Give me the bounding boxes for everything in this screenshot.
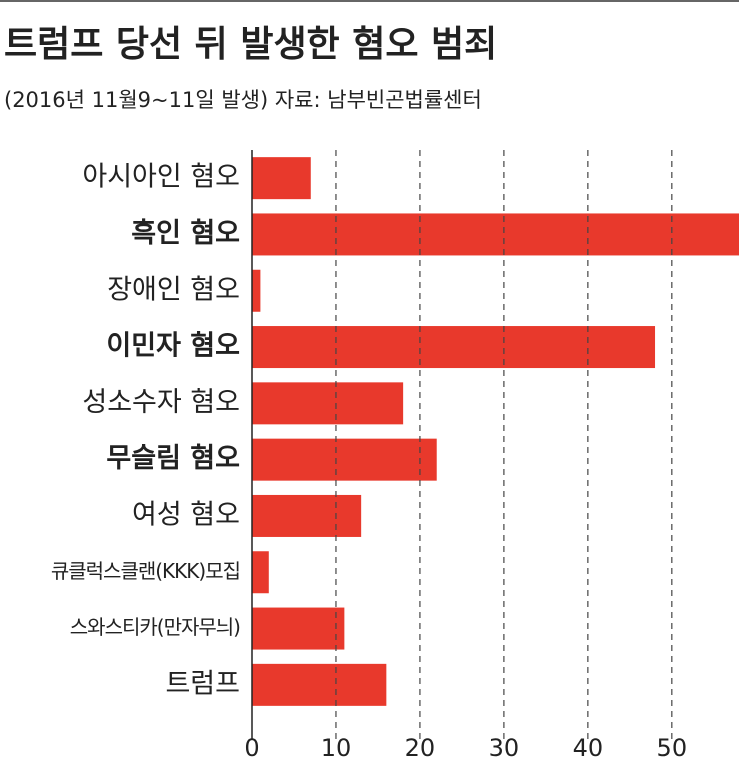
x-tick-label: 40 (573, 734, 604, 762)
y-tick-label: 아시아인 혐오 (82, 162, 240, 193)
x-tick-label: 50 (657, 734, 688, 762)
bar (252, 551, 269, 594)
bar (252, 494, 362, 537)
y-tick-label: 무슬림 혐오 (106, 443, 240, 474)
chart-subtitle: (2016년 11월9~11일 발생) 자료: 남부빈곤법률센터 (4, 88, 482, 112)
bar (252, 382, 404, 425)
chart-title: 트럼프 당선 뒤 발생한 혐오 범죄 (4, 24, 497, 65)
y-tick-label: 성소수자 혐오 (82, 387, 240, 418)
bar (252, 607, 345, 650)
y-tick-label: 여성 혐오 (132, 499, 240, 530)
bar (252, 157, 311, 200)
x-tick-label: 30 (489, 734, 520, 762)
y-tick-label: 큐클럭스클랜(KKK)모집 (51, 559, 240, 583)
y-tick-label: 트럼프 (165, 668, 240, 699)
x-tick-label: 10 (321, 734, 352, 762)
bar (252, 663, 387, 706)
y-tick-label: 흑인 혐오 (131, 218, 240, 249)
bar (252, 326, 656, 369)
y-tick-label: 이민자 혐오 (106, 331, 240, 362)
y-tick-label: 장애인 혐오 (107, 274, 240, 305)
x-tick-label: 0 (244, 734, 259, 762)
bar (252, 213, 739, 256)
bar (252, 438, 437, 481)
bar (252, 269, 261, 312)
y-tick-label: 스와스티카(만자무늬) (70, 615, 240, 639)
x-tick-label: 20 (405, 734, 436, 762)
